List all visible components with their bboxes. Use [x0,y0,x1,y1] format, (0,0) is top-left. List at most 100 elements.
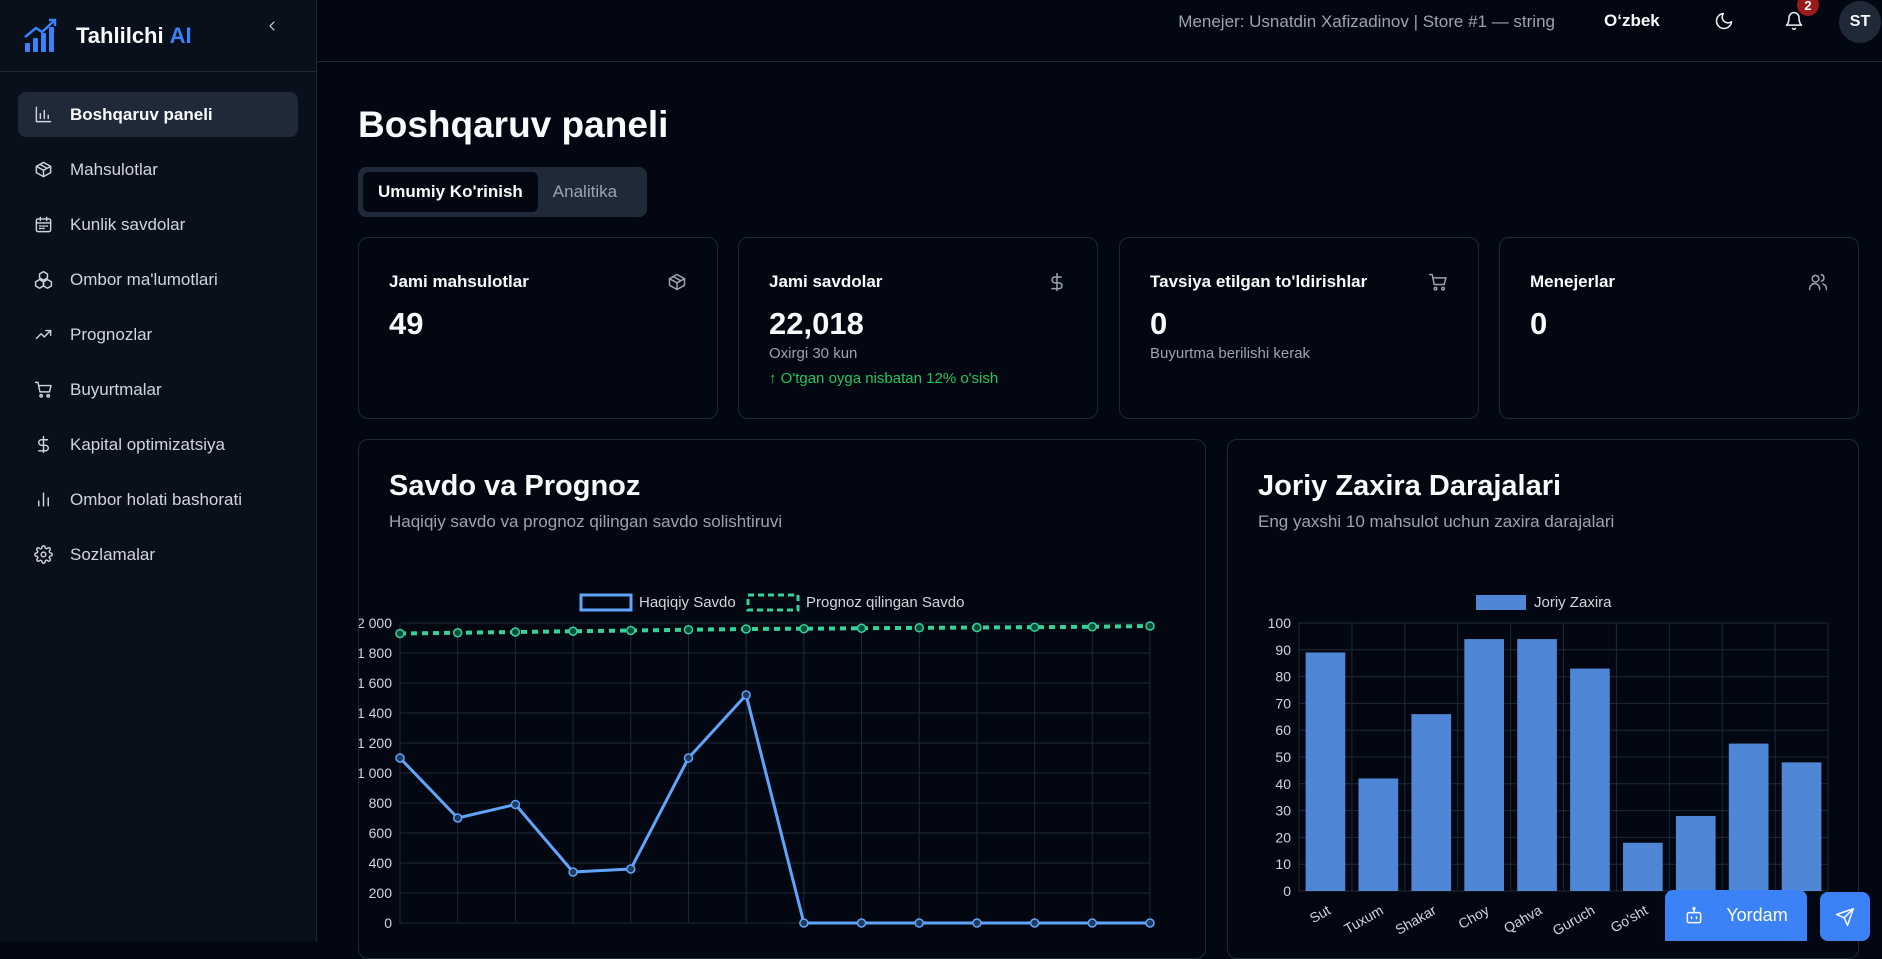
tab-analytics[interactable]: Analitika [552,182,618,201]
dollar-icon [1047,272,1067,292]
data-point [799,918,809,928]
data-point [1029,918,1040,928]
panel-subtitle: Eng yaxshi 10 mahsulot uchun zaxira dara… [1258,512,1615,531]
x-tick-label: Sut [1307,902,1333,926]
bar [1358,778,1399,891]
panel-title: Joriy Zaxira Darajalari [1258,470,1562,502]
collapse-sidebar-button[interactable] [262,16,282,36]
language-selector[interactable]: O‘zbek [1604,11,1660,30]
legend-label: Prognoz qilingan Savdo [806,594,964,611]
chart-legend: Joriy Zaxira [1476,594,1612,611]
data-point [626,625,636,636]
notification-badge: 2 [1797,0,1819,16]
chart-legend: Haqiqiy Savdo Prognoz qilingan Savdo [579,593,964,612]
bar [1411,714,1452,891]
series-line [398,693,1150,925]
y-tick-label: 400 [369,855,393,871]
gear-icon [33,545,53,565]
sidebar-item-forecasts[interactable]: Prognozlar [18,312,298,357]
sales-line-chart: 2 000 1 800 1 600 1 400 1 200 1 000 800 600 400 2… [359,593,1155,931]
card-value: 0 [1150,306,1168,341]
y-tick-label: 1 200 [359,735,392,751]
growth-text: O'tgan oyga nisbatan 12% o'sish [780,370,999,387]
x-tick-label: Go'sht [1608,902,1651,936]
sidebar-item-label: Mahsulotlar [70,159,158,179]
y-tick-label: 20 [1275,829,1291,845]
y-tick-label: 50 [1275,749,1291,765]
legend-swatch [1476,595,1526,610]
y-tick-label: 30 [1275,803,1291,819]
data-point [1087,918,1098,928]
bell-icon[interactable] [1784,11,1804,31]
manager-info: Menejer: Usnatdin Xafizadinov | Store #1… [1178,12,1555,31]
y-tick-label: 80 [1275,669,1291,685]
sidebar-item-orders[interactable]: Buyurtmalar [18,367,298,412]
avatar[interactable]: ST [1839,1,1881,43]
data-point [568,867,578,877]
data-point [741,690,751,700]
card-title: Menejerlar [1530,272,1616,291]
sidebar-item-capital-optimization[interactable]: Kapital optimizatsiya [18,422,298,467]
card-title: Jami mahsulotlar [389,272,529,291]
y-tick-label: 800 [369,795,393,811]
boxes-icon [33,270,53,290]
sidebar-item-label: Kunlik savdolar [70,214,186,234]
y-tick-label: 0 [384,915,392,931]
cart-icon [1428,272,1448,292]
y-tick-label: 0 [1283,883,1291,899]
card-subtitle: Oxirgi 30 kun [769,345,858,362]
trending-up-icon [33,325,53,345]
sidebar-nav: Boshqaruv paneli Mahsulotlar Kunlik savd… [0,72,316,607]
sidebar-item-settings[interactable]: Sozlamalar [18,532,298,577]
y-tick-label: 60 [1275,722,1291,738]
bar-chart-small-icon [33,490,53,510]
chevron-left-icon [269,21,275,31]
x-tick-label: Guruch [1550,902,1598,939]
bar [1781,762,1822,891]
data-point [1029,622,1040,632]
sidebar-item-label: Buyurtmalar [70,379,162,399]
data-point [914,623,924,633]
sidebar-item-stock-prediction[interactable]: Ombor holati bashorati [18,477,298,522]
topbar [318,0,1882,62]
card-value: 49 [389,306,424,341]
data-point [914,918,924,928]
help-button[interactable]: Yordam [1665,890,1807,941]
bar [1517,639,1557,891]
data-point [395,628,405,639]
panel-title: Savdo va Prognoz [389,470,641,502]
series-line [399,624,1151,636]
card-title: Tavsiya etilgan to'ldirishlar [1150,272,1368,291]
data-point [799,623,809,634]
bar [1305,652,1346,891]
y-tick-label: 200 [369,885,393,901]
growth-indicator: ↑ O'tgan oyga nisbatan 12% o'sish [769,370,998,387]
legend-swatch [746,593,800,612]
data-point [452,813,463,823]
moon-icon[interactable] [1714,11,1734,31]
send-button[interactable] [1820,892,1870,941]
data-point [626,864,636,874]
stat-card-sales: Jami savdolar 22,018 Oxirgi 30 kun ↑ O't… [738,237,1098,419]
sidebar-item-label: Ombor ma'lumotlari [70,269,218,289]
stock-levels-panel: Joriy Zaxira Darajalari Eng yaxshi 10 ma… [1227,439,1859,959]
brand[interactable]: Tahlilchi AI [0,0,316,72]
y-tick-label: 90 [1275,642,1291,658]
bar [1675,815,1716,891]
sidebar-item-dashboard[interactable]: Boshqaruv paneli [18,92,298,137]
sidebar-item-label: Sozlamalar [70,544,156,564]
tab-overview[interactable]: Umumiy Ko'rinish [363,172,538,212]
sidebar-item-daily-sales[interactable]: Kunlik savdolar [18,202,298,247]
package-icon [667,272,687,292]
x-tick-label: Tuxum [1341,902,1386,937]
stat-card-restock: Tavsiya etilgan to'ldirishlar 0 Buyurtma… [1119,237,1479,419]
stat-card-managers: Menejerlar 0 [1499,237,1859,419]
data-point [856,623,867,633]
users-icon [1808,272,1828,292]
sidebar: Tahlilchi AI Boshqaruv paneli Mahsulotla… [0,0,317,941]
y-tick-label: 2 000 [359,615,392,631]
sidebar-item-warehouse[interactable]: Ombor ma'lumotlari [18,257,298,302]
sidebar-item-products[interactable]: Mahsulotlar [18,147,298,192]
data-point [510,799,521,810]
